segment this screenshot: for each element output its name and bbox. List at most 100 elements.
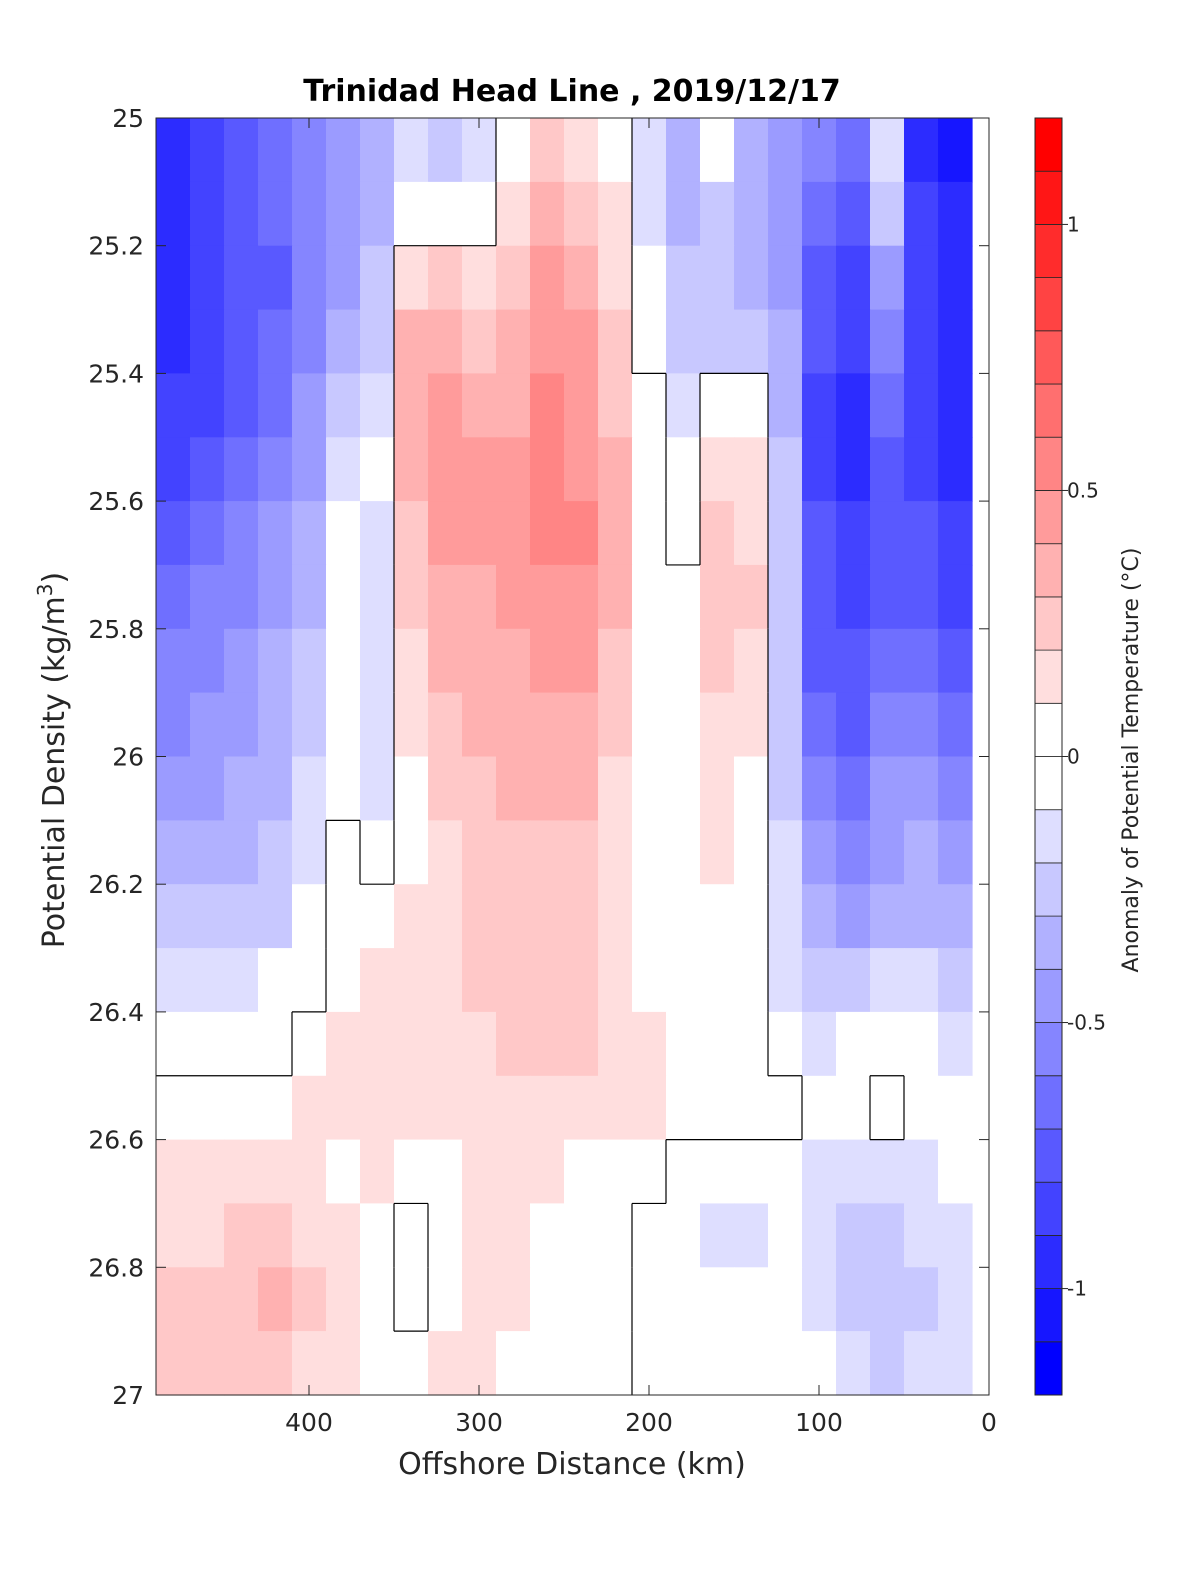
contour-cell bbox=[768, 1075, 803, 1141]
y-axis-label-superscript: 3 bbox=[33, 583, 57, 596]
contour-cell bbox=[870, 628, 905, 694]
y-tick-label: 25.8 bbox=[88, 615, 144, 644]
contour-cell bbox=[190, 692, 225, 758]
contour-cell bbox=[292, 181, 327, 247]
contour-cell bbox=[428, 948, 463, 1013]
contour-cell bbox=[768, 820, 803, 885]
contour-cell bbox=[394, 1203, 429, 1268]
contour-cell bbox=[836, 437, 871, 502]
y-tick-label: 26.8 bbox=[88, 1253, 144, 1282]
colorbar-block bbox=[1034, 330, 1063, 385]
contour-cell bbox=[666, 501, 701, 566]
contour-cell bbox=[428, 1331, 463, 1396]
contour-cell bbox=[938, 756, 973, 821]
contour-cell bbox=[292, 309, 327, 375]
contour-cell bbox=[394, 501, 429, 566]
contour-cell bbox=[734, 1011, 769, 1077]
contour-cell bbox=[326, 1331, 361, 1396]
contour-cell bbox=[190, 437, 225, 502]
y-tick-label: 26 bbox=[112, 743, 144, 772]
contour-cell bbox=[802, 373, 837, 438]
contour-cell bbox=[292, 1331, 327, 1396]
contour-cell bbox=[632, 1075, 667, 1141]
contour-cell bbox=[836, 564, 871, 630]
contour-cell bbox=[768, 245, 803, 311]
chart-title: Trinidad Head Line , 2019/12/17 bbox=[303, 74, 840, 109]
contour-cell bbox=[360, 564, 395, 630]
contour-cell bbox=[462, 756, 497, 821]
contour-cell bbox=[666, 245, 701, 311]
contour-cell bbox=[904, 1139, 939, 1205]
y-tick-label: 25.2 bbox=[88, 232, 144, 261]
contour-cell bbox=[700, 118, 735, 183]
contour-cell bbox=[598, 245, 633, 311]
contour-cell bbox=[768, 1011, 803, 1077]
contour-cell bbox=[938, 692, 973, 758]
contour-cell bbox=[598, 1075, 633, 1141]
colorbar-block bbox=[1034, 1341, 1063, 1396]
contour-cell bbox=[190, 309, 225, 375]
contour-cell bbox=[292, 884, 327, 949]
contour-cell bbox=[530, 1331, 565, 1396]
contour-cell bbox=[156, 692, 191, 758]
contour-cell bbox=[598, 1011, 633, 1077]
contour-cell bbox=[666, 1203, 701, 1268]
contour-cell bbox=[564, 1075, 599, 1141]
contour-cell bbox=[666, 309, 701, 375]
contour-cell bbox=[598, 564, 633, 630]
contour-cell bbox=[666, 884, 701, 949]
contour-cell bbox=[258, 118, 293, 183]
contour-cell bbox=[496, 1331, 531, 1396]
contour-cell bbox=[734, 948, 769, 1013]
contour-cell bbox=[938, 1075, 973, 1141]
contour-cell bbox=[292, 1075, 327, 1141]
contour-cell bbox=[598, 1331, 633, 1396]
contour-cell bbox=[700, 884, 735, 949]
contour-cell bbox=[190, 118, 225, 183]
contour-cell bbox=[462, 118, 497, 183]
contour-cell bbox=[632, 245, 667, 311]
contour-cell bbox=[632, 628, 667, 694]
contour-cell bbox=[326, 756, 361, 821]
colorbar-block bbox=[1034, 649, 1063, 704]
contour-cell bbox=[190, 564, 225, 630]
colorbar-tick-label: -1 bbox=[1067, 1277, 1087, 1301]
contour-cell bbox=[700, 756, 735, 821]
contour-cell bbox=[802, 437, 837, 502]
contour-cell bbox=[734, 820, 769, 885]
contour-cell bbox=[598, 884, 633, 949]
contour-cell bbox=[258, 1011, 293, 1077]
contour-cell bbox=[734, 756, 769, 821]
contour-cell bbox=[156, 564, 191, 630]
colorbar-block bbox=[1034, 1288, 1063, 1343]
contour-cell bbox=[462, 1011, 497, 1077]
contour-cell bbox=[530, 948, 565, 1013]
contour-cell bbox=[360, 1011, 395, 1077]
x-tick-label: 0 bbox=[981, 1408, 997, 1437]
contour-cell bbox=[768, 1331, 803, 1396]
contour-cell bbox=[564, 1331, 599, 1396]
contour-cell bbox=[224, 820, 259, 885]
contour-cell bbox=[836, 309, 871, 375]
contour-cell bbox=[326, 437, 361, 502]
contour-cell bbox=[836, 1331, 871, 1396]
contour-cell bbox=[666, 181, 701, 247]
contour-cell bbox=[258, 692, 293, 758]
contour-cell bbox=[224, 118, 259, 183]
contour-cell bbox=[802, 1075, 837, 1141]
contour-cell bbox=[428, 245, 463, 311]
contour-cell bbox=[428, 1075, 463, 1141]
contour-cell bbox=[904, 181, 939, 247]
contour-cell bbox=[428, 564, 463, 630]
contour-cell bbox=[598, 1139, 633, 1205]
contour-cell bbox=[326, 181, 361, 247]
colorbar-block bbox=[1034, 862, 1063, 917]
contour-cell bbox=[224, 756, 259, 821]
colorbar-block bbox=[1034, 968, 1063, 1023]
contour-cell bbox=[258, 309, 293, 375]
y-tick-label: 26.4 bbox=[88, 998, 144, 1027]
contour-cell bbox=[564, 1011, 599, 1077]
contour-cell bbox=[326, 692, 361, 758]
contour-cell bbox=[734, 1203, 769, 1268]
